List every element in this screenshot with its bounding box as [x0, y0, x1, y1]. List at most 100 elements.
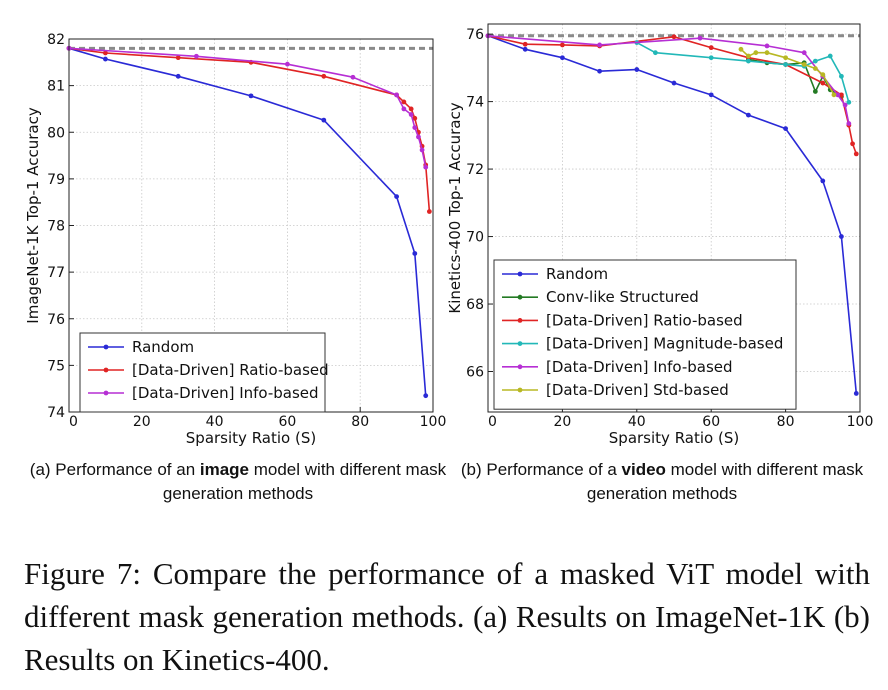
- data-point: [394, 194, 399, 199]
- subcaption-b-prefix: (b) Performance of a: [460, 460, 622, 479]
- y-tick-label: 76: [47, 312, 65, 328]
- x-axis-label: Sparsity Ratio (S): [186, 429, 316, 447]
- series-line: [487, 35, 858, 394]
- x-tick-label: 20: [553, 414, 571, 430]
- x-tick-label: 60: [278, 414, 296, 430]
- legend-marker: [103, 344, 109, 350]
- data-point: [423, 164, 429, 170]
- chart-panel-b: 0 20 40 60 80 100 66 68 70 72 74 76 Sparsity Ratio (…: [446, 23, 874, 447]
- data-point: [783, 55, 788, 61]
- y-tick-label: 79: [47, 172, 65, 188]
- y-axis-label: Kinetics-400 Top-1 Accuracy: [446, 102, 464, 313]
- data-point: [321, 117, 327, 123]
- data-point: [175, 55, 181, 61]
- data-point: [820, 72, 826, 78]
- x-tick-label: 0: [69, 414, 78, 430]
- data-point: [746, 58, 751, 64]
- legend-label: [Data-Driven] Info-based: [546, 358, 733, 376]
- legend-marker: [517, 364, 523, 370]
- y-tick-label: 82: [47, 32, 65, 48]
- data-point: [671, 34, 677, 40]
- y-tick-label: 75: [47, 358, 65, 374]
- legend-marker: [517, 294, 523, 300]
- y-tick-label: 80: [47, 125, 65, 141]
- x-tick-label: 0: [488, 414, 497, 430]
- x-tick-label: 40: [628, 414, 646, 430]
- data-point: [820, 178, 826, 184]
- plot-frame: [487, 23, 861, 413]
- subcaption-b-suffix: model with different mask generation met…: [586, 460, 864, 503]
- legend-box: [493, 259, 797, 410]
- subcaption-a-prefix: (a) Performance of an: [29, 460, 200, 479]
- x-tick-label: 100: [420, 414, 447, 430]
- data-point: [103, 56, 108, 62]
- y-tick-label: 76: [466, 27, 484, 43]
- legend-label: [Data-Driven] Ratio-based: [132, 361, 329, 379]
- data-point: [103, 50, 108, 56]
- data-point: [846, 121, 852, 126]
- data-point: [671, 80, 677, 86]
- data-point: [738, 46, 744, 52]
- data-point: [416, 134, 421, 140]
- data-point: [408, 106, 414, 112]
- data-point: [412, 251, 418, 256]
- data-point: [653, 50, 658, 56]
- data-point: [839, 92, 844, 98]
- data-point: [426, 209, 432, 214]
- data-point: [764, 50, 770, 56]
- legend-label: Random: [132, 338, 194, 356]
- legend-label: Conv-like Structured: [546, 288, 699, 306]
- data-point: [850, 141, 855, 147]
- legend-marker: [517, 341, 523, 346]
- legend-box: [79, 332, 326, 413]
- x-tick-label: 20: [133, 414, 151, 430]
- data-point: [746, 53, 751, 59]
- data-point: [175, 73, 181, 79]
- x-tick-label: 100: [847, 414, 874, 430]
- data-point: [783, 62, 788, 67]
- data-point: [321, 73, 327, 79]
- data-point: [801, 62, 807, 67]
- chart-panel-a: 0 20 40 60 80 100 74 75 76 77 78 79 80 81 82 Sparsity R…: [24, 32, 446, 447]
- data-point: [764, 43, 770, 49]
- data-point: [708, 92, 714, 98]
- y-tick-label: 81: [47, 79, 65, 95]
- data-point: [401, 99, 407, 105]
- data-point: [812, 66, 818, 71]
- series-line: [636, 41, 850, 103]
- data-point: [708, 45, 714, 51]
- data-point: [401, 106, 407, 112]
- data-point: [408, 112, 414, 117]
- data-point: [248, 93, 254, 99]
- data-point: [783, 126, 788, 131]
- x-tick-label: 60: [702, 414, 720, 430]
- data-point: [835, 92, 841, 98]
- x-tick-label: 80: [777, 414, 795, 430]
- data-point: [820, 80, 826, 86]
- data-point: [753, 50, 759, 56]
- data-point: [842, 102, 848, 108]
- legend-marker: [517, 387, 523, 393]
- data-point: [394, 92, 399, 98]
- legend-label: Random: [546, 265, 608, 283]
- data-point: [839, 234, 844, 239]
- figure-caption: Figure 7: Compare the performance of a m…: [24, 556, 870, 677]
- subcaption-b-bold: video: [621, 460, 666, 479]
- data-point: [801, 50, 807, 56]
- data-point: [853, 151, 859, 157]
- data-point: [812, 89, 818, 94]
- data-point: [839, 73, 844, 79]
- x-tick-label: 80: [351, 414, 369, 430]
- y-tick-label: 66: [466, 365, 484, 381]
- legend-label: [Data-Driven] Info-based: [132, 384, 319, 402]
- data-point: [560, 42, 565, 48]
- data-point: [522, 46, 528, 52]
- data-point: [746, 112, 751, 118]
- data-point: [194, 53, 199, 59]
- data-point: [412, 125, 418, 130]
- data-point: [827, 53, 833, 59]
- subcaption-a: (a) Performance of an image model with d…: [28, 458, 448, 506]
- subcaption-a-suffix: model with different mask generation met…: [162, 460, 447, 503]
- legend-marker: [103, 367, 109, 373]
- y-axis-label: ImageNet-1K Top-1 Accuracy: [24, 107, 42, 324]
